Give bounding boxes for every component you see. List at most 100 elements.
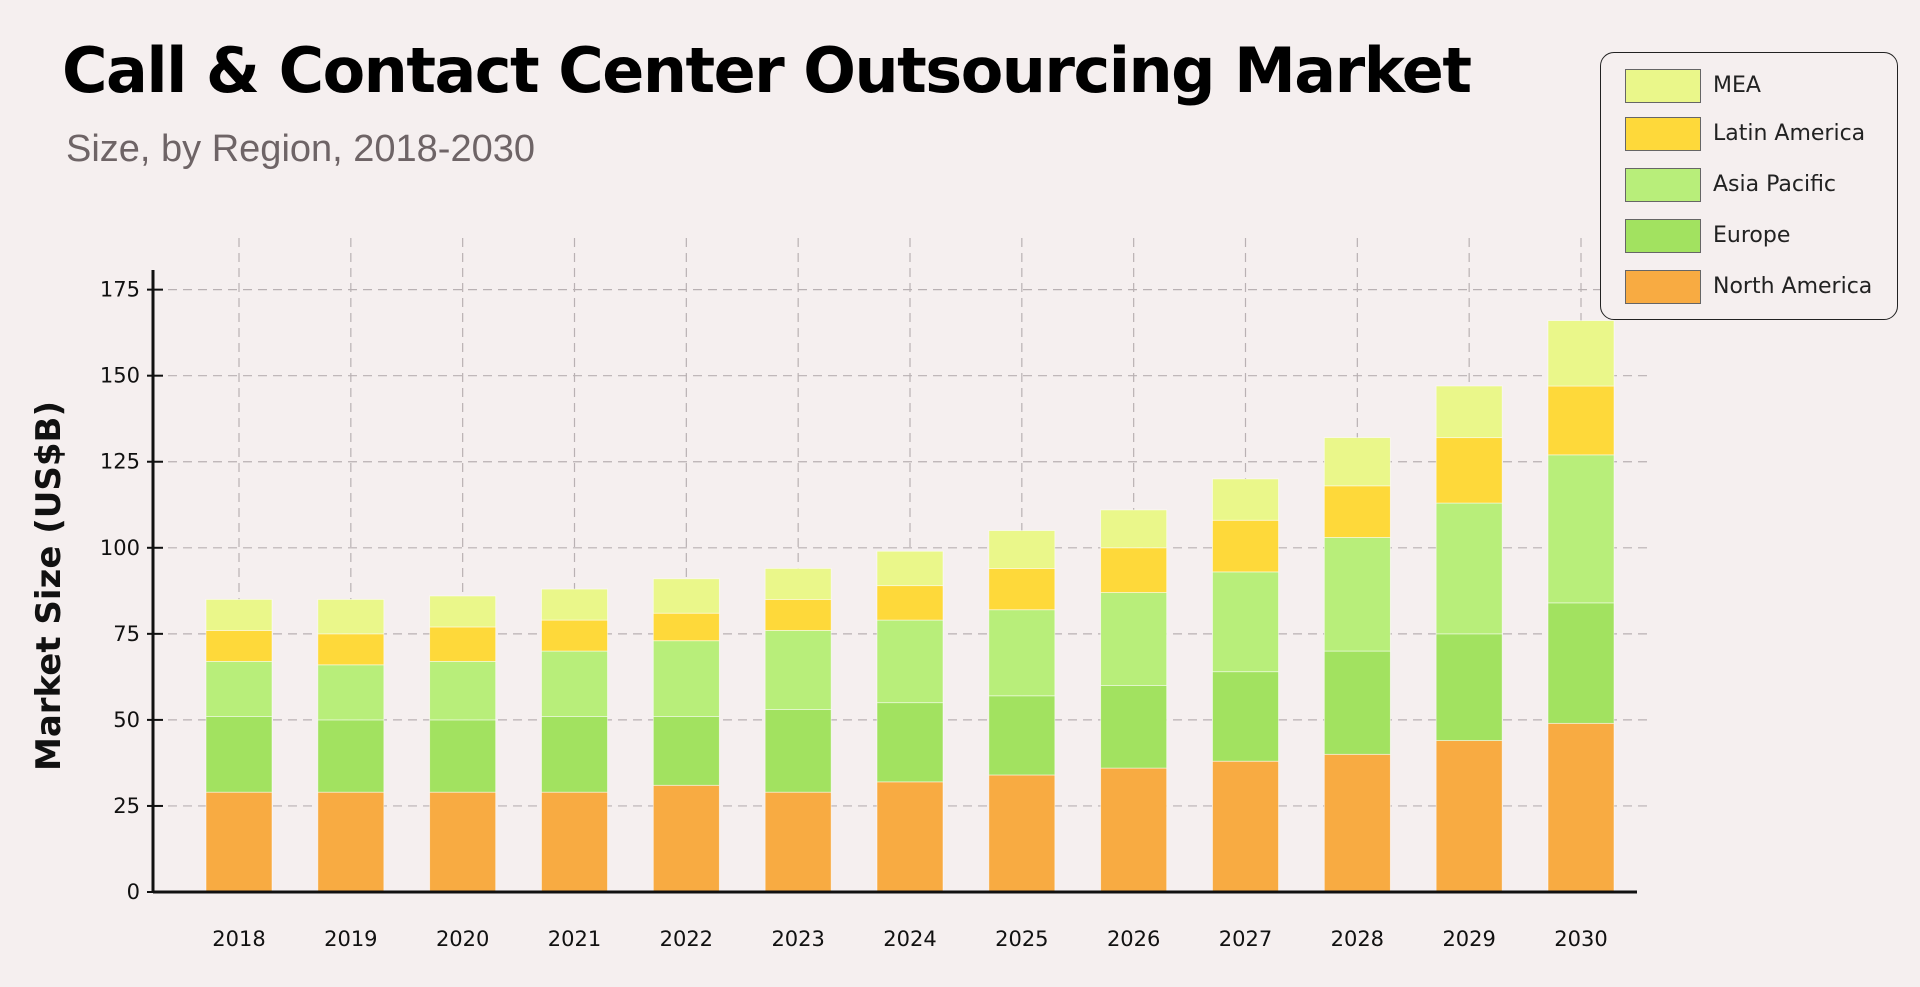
y-tick-label-0: 0 bbox=[127, 880, 140, 904]
bar-2029-asia-pacific bbox=[1435, 502, 1503, 635]
x-tick-label-2018: 2018 bbox=[212, 927, 265, 951]
bar-2022-europe bbox=[652, 716, 720, 786]
x-tick-label-2019: 2019 bbox=[324, 927, 377, 951]
bar-2024-north-america bbox=[876, 781, 944, 893]
bar-2023-asia-pacific bbox=[764, 630, 832, 710]
bar-2028-latin-america bbox=[1323, 485, 1391, 538]
bar-2029-north-america bbox=[1435, 740, 1503, 893]
bar-2019-mea bbox=[317, 599, 385, 635]
bar-2019-north-america bbox=[317, 791, 385, 893]
x-tick-label-2030: 2030 bbox=[1554, 927, 1607, 951]
legend-label-europe: Europe bbox=[1713, 223, 1791, 248]
y-tick-label-125: 125 bbox=[100, 450, 140, 474]
legend-swatch-mea bbox=[1625, 69, 1701, 103]
x-tick-label-2022: 2022 bbox=[660, 927, 713, 951]
bar-2024-europe bbox=[876, 702, 944, 783]
bar-2027-asia-pacific bbox=[1212, 571, 1279, 673]
bar-2025-asia-pacific bbox=[988, 609, 1056, 697]
x-tick-label-2023: 2023 bbox=[771, 927, 824, 951]
bar-2020-mea bbox=[429, 595, 497, 628]
bar-2018-north-america bbox=[205, 791, 273, 893]
x-axis-ticks: 2018 2019 2020 2021 2022 2023 2024 2025 2026 2027… bbox=[212, 927, 1607, 951]
bar-2023-mea bbox=[764, 568, 832, 600]
bar-2030-north-america bbox=[1547, 722, 1615, 893]
y-tick-label-100: 100 bbox=[100, 536, 140, 560]
bar-2025-europe bbox=[988, 695, 1056, 776]
bar-2029-latin-america bbox=[1435, 437, 1503, 504]
bar-2018-asia-pacific bbox=[205, 660, 273, 717]
bar-2029-europe bbox=[1435, 633, 1503, 741]
chart-title: Call & Contact Center Outsourcing Market bbox=[62, 34, 1472, 107]
legend-swatch-europe bbox=[1625, 219, 1701, 253]
bar-2026-asia-pacific bbox=[1100, 592, 1168, 686]
legend-swatch-latin-america bbox=[1625, 117, 1701, 151]
bar-2021-mea bbox=[541, 588, 608, 621]
y-axis-ticks: 0 25 50 75 100 125 150 175 bbox=[100, 278, 163, 904]
bar-stacks bbox=[205, 320, 1615, 893]
bar-2018-mea bbox=[205, 599, 273, 631]
x-tick-label-2021: 2021 bbox=[548, 927, 601, 951]
x-tick-label-2025: 2025 bbox=[995, 927, 1048, 951]
bar-2018-latin-america bbox=[205, 630, 273, 662]
x-tick-label-2029: 2029 bbox=[1442, 927, 1495, 951]
bar-2028-europe bbox=[1323, 650, 1391, 755]
bar-2021-asia-pacific bbox=[541, 650, 608, 717]
bar-2030-mea bbox=[1547, 320, 1615, 387]
bar-2030-latin-america bbox=[1547, 385, 1615, 456]
bar-2029-mea bbox=[1435, 385, 1503, 439]
bar-2023-latin-america bbox=[764, 599, 832, 631]
bar-2030-asia-pacific bbox=[1547, 454, 1615, 604]
bar-2019-latin-america bbox=[317, 633, 385, 666]
bar-2020-north-america bbox=[429, 791, 497, 893]
bar-2021-north-america bbox=[541, 791, 608, 893]
legend-swatch-asia-pacific bbox=[1625, 168, 1701, 202]
legend-label-asia-pacific: Asia Pacific bbox=[1713, 172, 1837, 197]
legend-swatch-north-america bbox=[1625, 270, 1701, 304]
bar-2019-asia-pacific bbox=[317, 664, 385, 721]
bar-2022-latin-america bbox=[652, 612, 720, 642]
y-tick-label-150: 150 bbox=[100, 364, 140, 388]
bar-2020-latin-america bbox=[429, 626, 497, 662]
bar-2023-europe bbox=[764, 709, 832, 793]
legend-label-mea: MEA bbox=[1713, 73, 1761, 98]
bar-2021-latin-america bbox=[541, 619, 608, 652]
bar-2027-north-america bbox=[1212, 760, 1279, 893]
bar-2023-north-america bbox=[764, 791, 832, 893]
bar-2027-latin-america bbox=[1212, 519, 1279, 573]
bar-2021-europe bbox=[541, 716, 608, 793]
legend-label-latin-america: Latin America bbox=[1713, 121, 1866, 146]
bar-2022-asia-pacific bbox=[652, 640, 720, 717]
chart-subtitle: Size, by Region, 2018-2030 bbox=[66, 128, 535, 170]
y-tick-label-175: 175 bbox=[100, 278, 140, 302]
bar-2026-latin-america bbox=[1100, 547, 1168, 593]
axes bbox=[151, 270, 1637, 894]
bar-2025-latin-america bbox=[988, 568, 1056, 611]
legend: MEA Latin America Asia Pacific Europe No… bbox=[1600, 52, 1898, 320]
bar-2026-mea bbox=[1100, 509, 1168, 549]
bar-2018-europe bbox=[205, 716, 273, 793]
y-tick-label-50: 50 bbox=[113, 708, 140, 732]
x-tick-label-2024: 2024 bbox=[883, 927, 936, 951]
x-tick-label-2028: 2028 bbox=[1331, 927, 1384, 951]
x-tick-label-2027: 2027 bbox=[1219, 927, 1272, 951]
bar-2026-north-america bbox=[1100, 767, 1168, 893]
y-axis-label: Market Size (US$B) bbox=[29, 401, 69, 771]
bar-2025-mea bbox=[988, 530, 1056, 569]
bar-2030-europe bbox=[1547, 602, 1615, 724]
bar-2022-mea bbox=[652, 578, 720, 614]
bar-2019-europe bbox=[317, 719, 385, 793]
bar-2020-asia-pacific bbox=[429, 660, 497, 721]
bar-2024-mea bbox=[876, 550, 944, 587]
bar-2024-latin-america bbox=[876, 585, 944, 621]
bar-2027-mea bbox=[1212, 478, 1279, 521]
bar-2028-north-america bbox=[1323, 753, 1391, 893]
bar-2022-north-america bbox=[652, 784, 720, 893]
x-tick-label-2020: 2020 bbox=[436, 927, 489, 951]
bar-2028-mea bbox=[1323, 437, 1391, 487]
y-tick-label-75: 75 bbox=[113, 622, 140, 646]
bar-2024-asia-pacific bbox=[876, 619, 944, 704]
bar-2028-asia-pacific bbox=[1323, 537, 1391, 652]
bar-2020-europe bbox=[429, 719, 497, 793]
y-tick-label-25: 25 bbox=[113, 794, 140, 818]
